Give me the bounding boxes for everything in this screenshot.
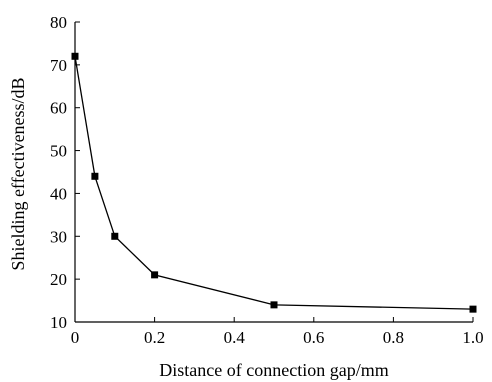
data-point-marker bbox=[469, 305, 477, 313]
y-tick-label: 60 bbox=[50, 99, 67, 118]
series-group bbox=[71, 52, 477, 313]
y-tick-label: 50 bbox=[50, 142, 67, 161]
data-point-marker bbox=[91, 172, 99, 180]
series-line bbox=[74, 56, 474, 310]
axes bbox=[74, 22, 473, 323]
data-point-marker bbox=[71, 52, 79, 60]
y-tick-label: 40 bbox=[50, 184, 67, 203]
y-tick-label: 70 bbox=[50, 56, 67, 75]
y-tick-label: 30 bbox=[50, 227, 67, 246]
x-axis-title: Distance of connection gap/mm bbox=[159, 360, 388, 380]
x-tick-label: 0.4 bbox=[224, 328, 246, 347]
x-tick-label: 0.8 bbox=[383, 328, 404, 347]
y-axis-title: Shielding effectiveness/dB bbox=[8, 77, 28, 270]
data-point-marker bbox=[270, 301, 278, 309]
x-tick-label: 0 bbox=[71, 328, 80, 347]
y-tick-label: 20 bbox=[50, 270, 67, 289]
ticks: 0 0.2 0.4 0.6 0.8 1.0 10 20 30 40 50 60 70 80 bbox=[50, 13, 484, 347]
x-tick-label: 1.0 bbox=[462, 328, 483, 347]
x-tick-label: 0.6 bbox=[303, 328, 324, 347]
y-tick-label: 80 bbox=[50, 13, 67, 32]
data-point-marker bbox=[111, 232, 119, 240]
y-tick-label: 10 bbox=[50, 313, 67, 332]
x-tick-label: 0.2 bbox=[144, 328, 165, 347]
data-point-marker bbox=[151, 271, 159, 279]
